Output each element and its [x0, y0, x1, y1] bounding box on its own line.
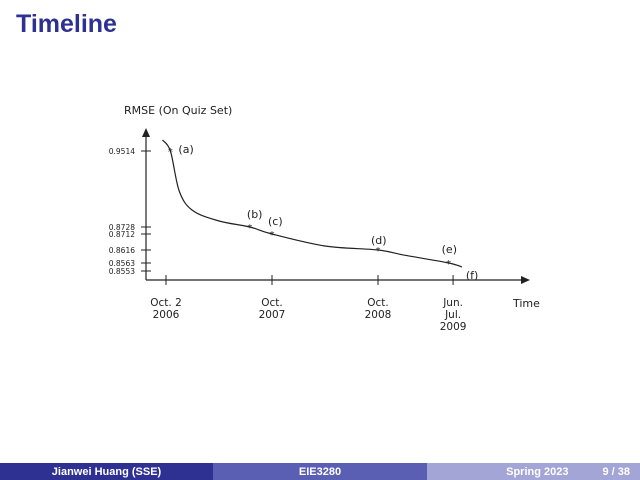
data-point-label: (c)	[268, 215, 283, 228]
x-tick-label: 2006	[153, 309, 180, 321]
footer-author: Jianwei Huang (SSE)	[0, 463, 213, 480]
x-tick-label: 2009	[440, 321, 467, 333]
y-tick-label: 0.8728	[109, 223, 135, 232]
footer-course: EIE3280	[213, 463, 427, 480]
y-tick-label: 0.8712	[109, 230, 135, 239]
data-point-label: (d)	[371, 234, 387, 247]
data-point-label: (a)	[178, 143, 193, 156]
y-axis-label: RMSE (On Quiz Set)	[124, 104, 232, 117]
x-tick-label: 2008	[365, 309, 392, 321]
x-tick-label: Jul.	[444, 309, 461, 321]
data-point-label: (e)	[442, 243, 457, 256]
data-point-marker: *	[375, 246, 380, 257]
data-point-marker: *	[247, 223, 252, 234]
x-tick-label: Oct. 2	[150, 297, 182, 309]
y-axis-arrow	[142, 128, 150, 137]
x-axis-label: Time	[512, 297, 540, 310]
x-tick-label: 2007	[259, 309, 286, 321]
footer-page-number: 9 / 38	[602, 465, 630, 478]
data-point-label: (f)	[466, 269, 478, 282]
x-tick-label: Jun.	[442, 297, 463, 309]
y-tick-label: 0.9514	[109, 147, 135, 156]
y-tick-label: 0.8553	[109, 267, 135, 276]
y-tick-label: 0.8563	[109, 259, 135, 268]
x-tick-label: Oct.	[367, 297, 389, 309]
data-point-label: (b)	[247, 208, 263, 221]
rmse-timeline-chart: RMSE (On Quiz Set) Time 0.9514 0.87280.8712…	[109, 104, 540, 333]
slide-footer: Jianwei Huang (SSE) EIE3280 Spring 2023 …	[0, 463, 640, 480]
data-point-marker: *	[446, 259, 451, 270]
y-tick-label: 0.8616	[109, 246, 135, 255]
data-point-marker: *	[269, 230, 274, 241]
x-axis-arrow	[521, 276, 530, 284]
slide-title: Timeline	[16, 10, 117, 38]
footer-right: Spring 2023 9 / 38	[427, 463, 640, 480]
data-point-marker: *	[168, 147, 173, 158]
rmse-curve	[162, 139, 463, 268]
x-tick-label: Oct.	[261, 297, 283, 309]
footer-date: Spring 2023	[506, 465, 569, 478]
